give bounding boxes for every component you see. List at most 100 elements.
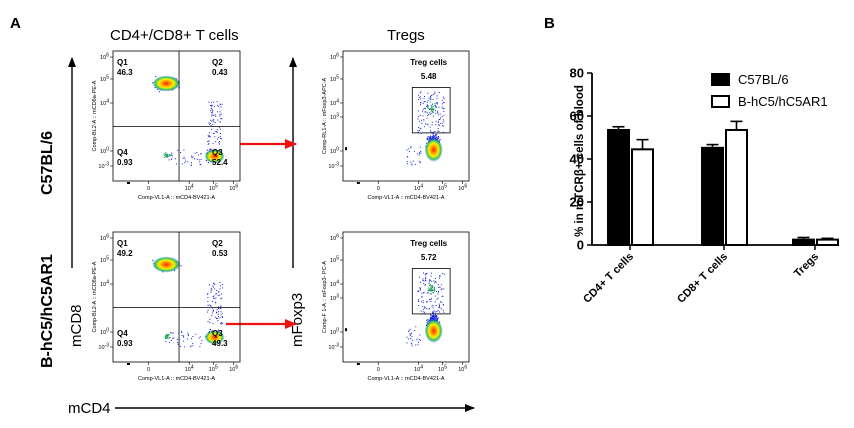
svg-text:104: 104 — [414, 184, 423, 193]
svg-text:106: 106 — [229, 365, 238, 374]
quadrant-label: Q4 — [117, 329, 128, 338]
quadrant-label: Q4 — [117, 148, 128, 157]
svg-text:Comp-BL2-A :: mCD8a-PE-A: Comp-BL2-A :: mCD8a-PE-A — [92, 261, 98, 332]
gate-value: 5.48 — [421, 72, 437, 81]
bar-bhc5 — [631, 148, 654, 246]
svg-text:104: 104 — [100, 99, 109, 108]
y-axis-label-mfoxp3: mFoxp3 — [289, 293, 306, 347]
chart-y-axis-label: % in mTCRβ+ cells of blood — [574, 85, 586, 237]
chart-y-tick-label: 40 — [570, 152, 584, 167]
svg-text:105: 105 — [330, 75, 339, 84]
svg-text:104: 104 — [185, 365, 194, 374]
bar-c57bl6 — [792, 238, 815, 246]
svg-text:104: 104 — [185, 184, 194, 193]
gate-value: 5.72 — [421, 253, 437, 262]
col1-title: CD4+/CD8+ T cells — [110, 27, 239, 44]
svg-text:106: 106 — [229, 184, 238, 193]
svg-text:105: 105 — [438, 365, 447, 374]
quadrant-value: 0.43 — [212, 68, 228, 77]
gate-name: Treg cells — [410, 58, 447, 67]
x-axis-label-mcd4: mCD4 — [68, 400, 111, 417]
quadrant-label: Q1 — [117, 239, 128, 248]
svg-text:0: 0 — [377, 186, 380, 192]
svg-text:0: 0 — [147, 186, 150, 192]
quadrant-label: Q2 — [212, 239, 223, 248]
svg-text:106: 106 — [458, 365, 467, 374]
svg-text:106: 106 — [330, 234, 339, 243]
svg-text:10-3: 10-3 — [328, 343, 339, 352]
svg-text:106: 106 — [458, 184, 467, 193]
svg-text:Comp-VL1-A :: mCD4-BV421-A: Comp-VL1-A :: mCD4-BV421-A — [138, 376, 215, 382]
quadrant-value: 0.93 — [117, 339, 133, 348]
quadrant-value: 49.3 — [212, 339, 228, 348]
svg-text:103: 103 — [330, 294, 339, 303]
svg-text:100: 100 — [100, 147, 109, 156]
chart-category-label: CD8+ T cells — [675, 251, 730, 306]
svg-text:Comp-RL1-A :: mFoxp3-APC-A: Comp-RL1-A :: mFoxp3-APC-A — [322, 77, 328, 154]
svg-text:104: 104 — [330, 99, 339, 108]
bar-bhc5 — [816, 238, 839, 246]
svg-text:104: 104 — [330, 280, 339, 289]
svg-text:100: 100 — [330, 328, 339, 337]
bar-c57bl6 — [607, 128, 630, 247]
svg-text:100: 100 — [100, 328, 109, 337]
svg-text:104: 104 — [414, 365, 423, 374]
gate-name: Treg cells — [410, 239, 447, 248]
svg-text:10-3: 10-3 — [98, 343, 109, 352]
quadrant-value: 46.3 — [117, 68, 133, 77]
quadrant-label: Q2 — [212, 58, 223, 67]
quadrant-value: 49.2 — [117, 249, 133, 258]
chart-y-tick-label: 20 — [570, 195, 584, 210]
quadrant-value: 0.53 — [212, 249, 228, 258]
svg-text:Comp-F 1-A :: mFoxp3- PC-A: Comp-F 1-A :: mFoxp3- PC-A — [322, 261, 328, 333]
legend-swatch — [711, 73, 730, 86]
bar-c57bl6 — [701, 146, 724, 247]
legend-swatch — [711, 95, 730, 108]
svg-text:Comp-BL2-A :: mCD8a-PE-A: Comp-BL2-A :: mCD8a-PE-A — [92, 80, 98, 151]
quadrant-label: Q1 — [117, 58, 128, 67]
col2-title: Tregs — [387, 27, 425, 44]
chart-y-tick-label: 80 — [570, 66, 584, 81]
y-axis-label-mcd8: mCD8 — [68, 304, 85, 347]
quadrant-label: Q3 — [212, 148, 223, 157]
svg-text:100: 100 — [330, 147, 339, 156]
chart-category-label: Tregs — [792, 251, 821, 280]
svg-text:10-3: 10-3 — [328, 162, 339, 171]
legend-label: B-hC5/hC5AR1 — [738, 94, 828, 109]
svg-text:10-3: 10-3 — [98, 162, 109, 171]
svg-text:Comp-VL1-A :: mCD4-BV421-A: Comp-VL1-A :: mCD4-BV421-A — [367, 376, 444, 382]
legend-label: C57BL/6 — [738, 72, 789, 87]
row1-label: C57BL/6 — [39, 131, 56, 195]
svg-text:105: 105 — [209, 365, 218, 374]
bar-bhc5 — [725, 128, 748, 247]
svg-text:105: 105 — [330, 256, 339, 265]
svg-text:Comp-VL1-A :: mCD4-BV421-A: Comp-VL1-A :: mCD4-BV421-A — [138, 195, 215, 201]
bar-chart: 0 20 40 60 80 CD4+ T cells CD8+ T cells Tregs C5… — [570, 66, 839, 306]
chart-category-label: CD4+ T cells — [581, 251, 636, 306]
svg-text:106: 106 — [100, 234, 109, 243]
svg-text:105: 105 — [100, 256, 109, 265]
svg-text:106: 106 — [100, 53, 109, 62]
quadrant-value: 0.93 — [117, 158, 133, 167]
flow-plot-treg-c57bl6: Treg cells 5.48 106 105 104 103 100 10-3 0 104 105… — [322, 50, 470, 201]
svg-text:104: 104 — [100, 280, 109, 289]
panel-a-letter: A — [10, 15, 21, 32]
chart-y-tick-label: 0 — [577, 238, 584, 253]
svg-text:0: 0 — [147, 367, 150, 373]
svg-text:103: 103 — [330, 113, 339, 122]
panel-b-letter: B — [544, 15, 555, 32]
row2-label: B-hC5/hC5AR1 — [39, 254, 56, 368]
quadrant-label: Q3 — [212, 329, 223, 338]
svg-text:105: 105 — [209, 184, 218, 193]
svg-text:105: 105 — [100, 75, 109, 84]
chart-y-tick-label: 60 — [570, 109, 584, 124]
svg-text:105: 105 — [438, 184, 447, 193]
flow-plot-treg-bhc5: Treg cells 5.72 106 105 104 103 100 10-3 0 104 105… — [322, 231, 470, 382]
svg-text:Comp-VL1-A :: mCD4-BV421-A: Comp-VL1-A :: mCD4-BV421-A — [367, 195, 444, 201]
svg-text:106: 106 — [330, 53, 339, 62]
svg-text:0: 0 — [377, 367, 380, 373]
quadrant-value: 52.4 — [212, 158, 228, 167]
